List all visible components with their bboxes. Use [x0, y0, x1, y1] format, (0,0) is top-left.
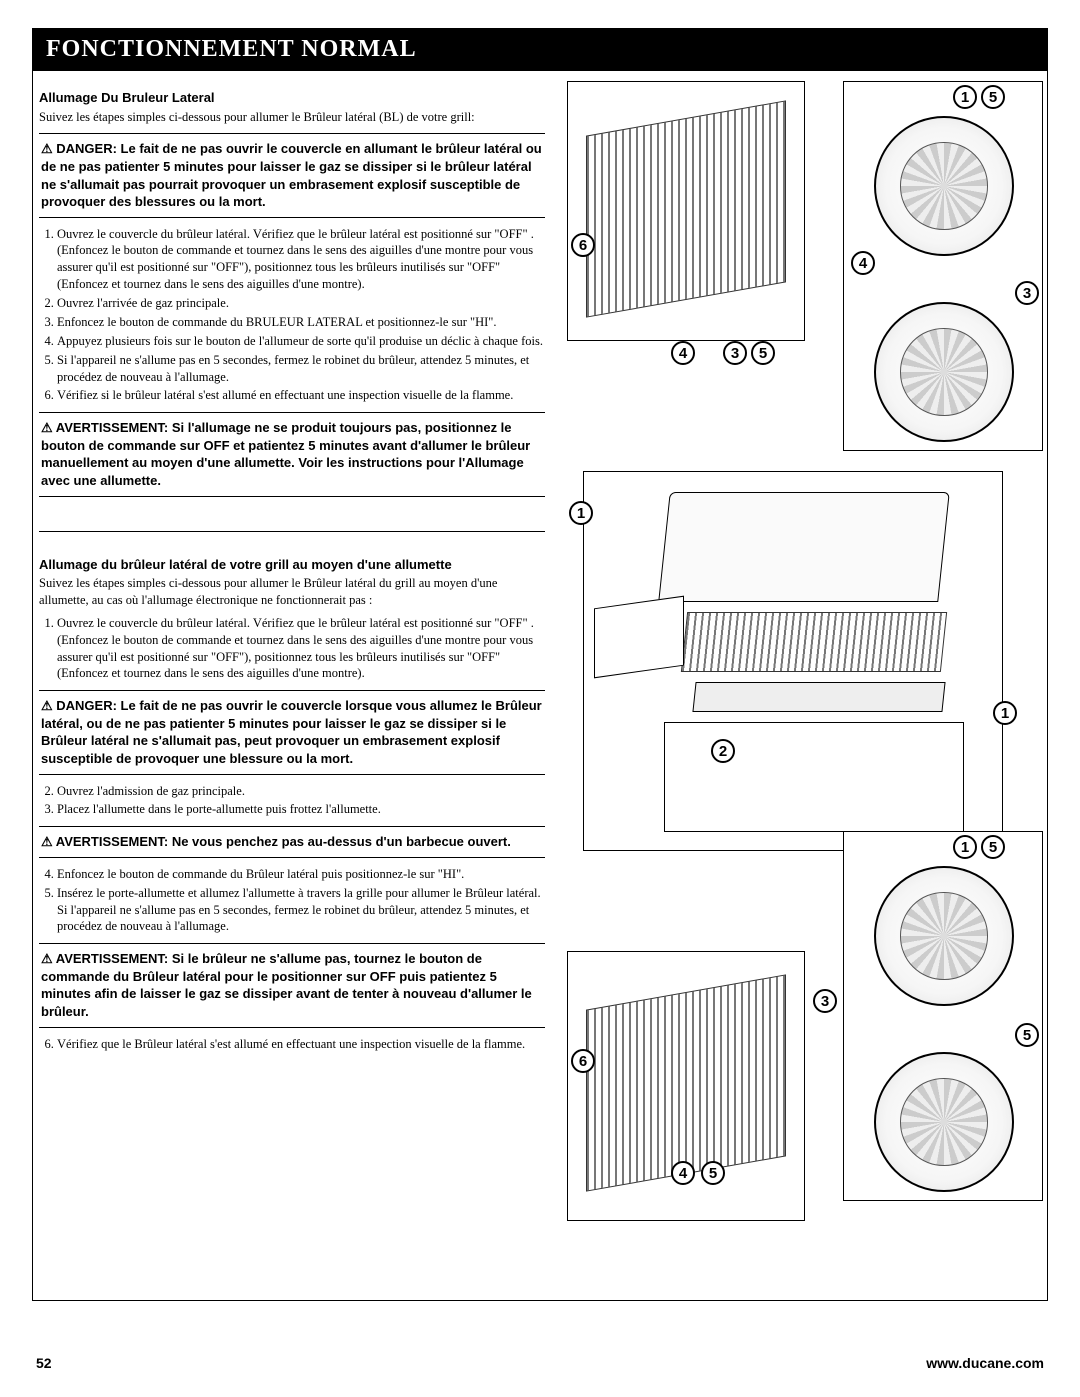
sec2-heading: Allumage du brûleur latéral de votre gri… — [39, 556, 545, 574]
callout-1: 1 — [953, 85, 977, 109]
diagram-knobs-bottom — [843, 831, 1043, 1201]
right-diagram-column: 6 4 3 5 1 5 4 3 1 1 2 — [563, 71, 1047, 1300]
callout-bg5: 5 — [701, 1161, 725, 1185]
sec2-warning-box-1: ⚠ AVERTISSEMENT: Ne vous penchez pas au-… — [39, 826, 545, 858]
diagram-side-burner-top — [567, 81, 805, 341]
callout-bg4: 4 — [671, 1161, 695, 1185]
callout-6: 6 — [571, 233, 595, 257]
sec2-intro: Suivez les étapes simples ci-dessous pou… — [39, 575, 545, 609]
sec1-step-4: Appuyez plusieurs fois sur le bouton de … — [57, 333, 545, 350]
sec1-danger-box: ⚠ DANGER: Le fait de ne pas ouvrir le co… — [39, 133, 545, 217]
page-number: 52 — [36, 1355, 52, 1371]
callout-3: 3 — [723, 341, 747, 365]
sec1-heading: Allumage Du Bruleur Lateral — [39, 89, 545, 107]
knob-bot-upper — [874, 866, 1014, 1006]
diagram-grill — [583, 471, 1003, 851]
section-header: FONCTIONNEMENT NORMAL — [32, 28, 1048, 71]
callout-grill-1b: 1 — [993, 701, 1017, 725]
sec2-steps-a: Ouvrez le couvercle du brûleur latéral. … — [39, 615, 545, 683]
callout-5b: 5 — [981, 85, 1005, 109]
sec2-step-6: Vérifiez que le Brûleur latéral s'est al… — [57, 1036, 545, 1053]
sec1-step-5: Si l'appareil ne s'allume pas en 5 secon… — [57, 352, 545, 386]
sec2-warning-box-2: ⚠ AVERTISSEMENT: Si le brûleur ne s'allu… — [39, 943, 545, 1027]
callout-b1: 1 — [953, 835, 977, 859]
left-text-column: Allumage Du Bruleur Lateral Suivez les é… — [33, 71, 563, 1300]
sec2-danger-box: ⚠ DANGER: Le fait de ne pas ouvrir le co… — [39, 690, 545, 774]
sec2-step-2: Ouvrez l'admission de gaz principale. — [57, 783, 545, 800]
callout-grill-1a: 1 — [569, 501, 593, 525]
footer-url: www.ducane.com — [926, 1355, 1044, 1371]
sec1-step-1: Ouvrez le couvercle du brûleur latéral. … — [57, 226, 545, 294]
callout-5: 5 — [751, 341, 775, 365]
callout-bg6: 6 — [571, 1049, 595, 1073]
callout-3b: 3 — [1015, 281, 1039, 305]
sec2-step-5: Insérez le porte-allumette et allumez l'… — [57, 885, 545, 936]
callout-grill-2: 2 — [711, 739, 735, 763]
callout-4: 4 — [671, 341, 695, 365]
knob-top-lower — [874, 302, 1014, 442]
sec1-step-2: Ouvrez l'arrivée de gaz principale. — [57, 295, 545, 312]
sec2-step-4: Enfoncez le bouton de commande du Brûleu… — [57, 866, 545, 883]
callout-b5b: 5 — [1015, 1023, 1039, 1047]
sec2-steps-c: Enfoncez le bouton de commande du Brûleu… — [39, 866, 545, 936]
sec2-steps-d: Vérifiez que le Brûleur latéral s'est al… — [39, 1036, 545, 1053]
sec2-steps-b: Ouvrez l'admission de gaz principale. Pl… — [39, 783, 545, 819]
callout-b3: 3 — [813, 989, 837, 1013]
section-divider — [39, 531, 545, 532]
sec2-step-1: Ouvrez le couvercle du brûleur latéral. … — [57, 615, 545, 683]
sec1-warning-box: ⚠ AVERTISSEMENT: Si l'allumage ne se pro… — [39, 412, 545, 496]
content-row: Allumage Du Bruleur Lateral Suivez les é… — [32, 71, 1048, 1301]
sec1-step-6: Vérifiez si le brûleur latéral s'est all… — [57, 387, 545, 404]
sec2-step-3: Placez l'allumette dans le porte-allumet… — [57, 801, 545, 818]
sec1-steps: Ouvrez le couvercle du brûleur latéral. … — [39, 226, 545, 405]
callout-b5a: 5 — [981, 835, 1005, 859]
page-footer: 52 www.ducane.com — [36, 1355, 1044, 1371]
sec1-step-3: Enfoncez le bouton de commande du BRULEU… — [57, 314, 545, 331]
sec1-intro: Suivez les étapes simples ci-dessous pou… — [39, 109, 545, 126]
knob-top-upper — [874, 116, 1014, 256]
knob-bot-lower — [874, 1052, 1014, 1192]
callout-4b: 4 — [851, 251, 875, 275]
